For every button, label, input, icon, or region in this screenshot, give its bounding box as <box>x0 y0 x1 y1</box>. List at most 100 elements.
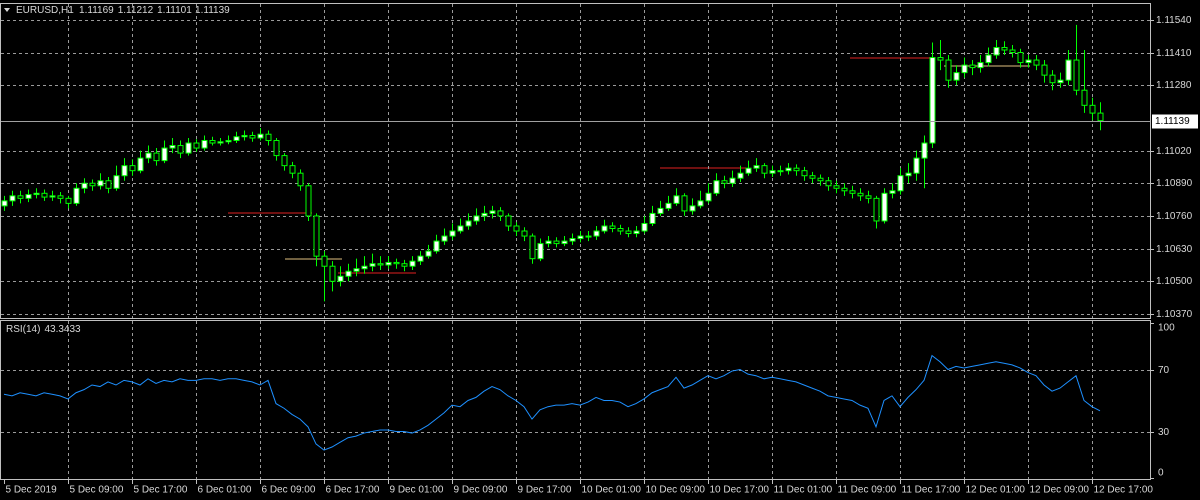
candle-body <box>1097 112 1104 122</box>
candle-body <box>809 175 816 179</box>
candle-body <box>921 142 928 159</box>
x-tick-label: 11 Dec 01:00 <box>774 485 833 496</box>
candle-body <box>1081 89 1088 106</box>
candle-body <box>353 268 360 272</box>
x-tick-label: 5 Dec 2019 <box>6 485 58 496</box>
rsi-name: RSI(14) <box>6 324 40 335</box>
y-tick-label: 1.10500 <box>1156 276 1193 287</box>
candle-body <box>873 197 880 222</box>
candle-body <box>761 165 768 174</box>
candle-body <box>521 230 528 237</box>
y-tick-label: 1.11410 <box>1156 48 1192 59</box>
candle-body <box>409 260 416 267</box>
candle-body <box>785 167 792 172</box>
candle-body <box>337 275 344 282</box>
candle-body <box>737 172 744 179</box>
y-tick-label: 1.10890 <box>1156 178 1193 189</box>
candle-body <box>129 165 136 172</box>
candle-body <box>441 235 448 242</box>
candle-body <box>121 165 128 177</box>
y-tick-label: 1.10760 <box>1156 211 1193 222</box>
candle-body <box>945 59 952 81</box>
candle-body <box>313 215 320 257</box>
candle-body <box>953 72 960 81</box>
symbol: EURUSD,H1 <box>16 5 74 16</box>
candle-body <box>897 175 904 192</box>
candle-body <box>185 142 192 154</box>
candle-body <box>233 136 240 142</box>
candle-body <box>177 145 184 154</box>
price-marker-label: 1.11139 <box>1155 116 1190 127</box>
candle-body <box>753 165 760 169</box>
candle-body <box>417 255 424 262</box>
candle-body <box>713 180 720 194</box>
y-tick-label: 70 <box>1158 365 1170 376</box>
candle-body <box>769 170 776 174</box>
candle-body <box>929 57 936 144</box>
candle-body <box>625 230 632 235</box>
candle-body <box>609 225 616 230</box>
x-tick-label: 5 Dec 17:00 <box>134 485 188 496</box>
main-panel <box>0 3 1151 319</box>
menu-arrow[interactable] <box>4 8 10 12</box>
y-tick-label: 1.11020 <box>1156 146 1192 157</box>
x-tick-label: 12 Dec 17:00 <box>1094 485 1154 496</box>
candle-body <box>97 180 104 187</box>
y-tick-label: 0 <box>1158 468 1164 479</box>
x-tick-label: 5 Dec 09:00 <box>70 485 124 496</box>
x-tick-label: 10 Dec 01:00 <box>582 485 642 496</box>
candle-body <box>745 167 752 174</box>
candle-body <box>1089 104 1096 114</box>
candle-body <box>721 180 728 184</box>
candle-body <box>1033 59 1040 66</box>
candle-body <box>841 187 848 192</box>
candle-body <box>33 192 40 196</box>
candle-body <box>169 145 176 149</box>
candle-body <box>81 182 88 189</box>
y-tick-label: 1.11280 <box>1156 80 1192 91</box>
candle-body <box>665 202 672 209</box>
candle-body <box>833 185 840 189</box>
x-tick-label: 9 Dec 17:00 <box>518 485 572 496</box>
candle-body <box>89 182 96 187</box>
candle-body <box>1009 49 1016 54</box>
candle-body <box>257 133 264 139</box>
candle-body <box>297 172 304 187</box>
candle-body <box>209 140 216 144</box>
candle-body <box>401 263 408 267</box>
candle-body <box>433 240 440 252</box>
y-tick-label: 1.10630 <box>1156 244 1193 255</box>
candle-body <box>649 212 656 224</box>
candle-body <box>265 133 272 142</box>
candle-body <box>193 142 200 149</box>
candle-body <box>425 250 432 257</box>
y-tick-label: 100 <box>1158 323 1175 334</box>
candle-body <box>857 192 864 197</box>
candle-body <box>153 152 160 162</box>
candle-body <box>577 235 584 240</box>
candle-body <box>1017 52 1024 64</box>
x-tick-label: 10 Dec 17:00 <box>710 485 770 496</box>
candle-body <box>825 180 832 187</box>
low-value: 1.11101 <box>157 5 192 16</box>
candle-body <box>241 134 248 138</box>
candle-body <box>161 147 168 162</box>
candle-body <box>1 200 8 207</box>
candle-body <box>689 205 696 212</box>
candle-body <box>345 270 352 277</box>
candle-body <box>25 194 32 199</box>
candle-body <box>1057 79 1064 84</box>
candle-body <box>393 261 400 265</box>
candle-body <box>513 225 520 232</box>
candle-body <box>369 263 376 267</box>
x-tick-label: 6 Dec 17:00 <box>326 485 380 496</box>
candle-body <box>913 157 920 174</box>
y-tick-label: 1.10370 <box>1156 309 1193 320</box>
candle-body <box>377 263 384 266</box>
candle-body <box>201 140 208 149</box>
candle-body <box>777 170 784 173</box>
candle-body <box>1025 59 1032 64</box>
candle-body <box>385 261 392 266</box>
